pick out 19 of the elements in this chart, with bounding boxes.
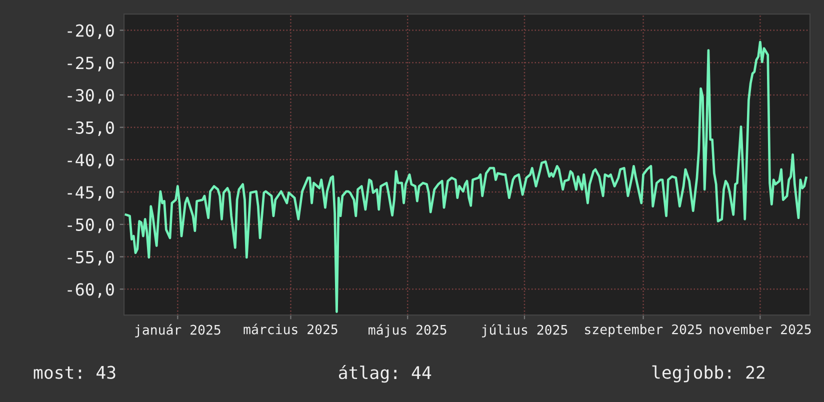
line-series (124, 40, 808, 313)
x-tick-label: január 2025 (135, 324, 220, 338)
y-tick-label: -20,0 (68, 24, 114, 39)
x-tick-label: május 2025 (368, 324, 446, 338)
x-tick-label: július 2025 (482, 324, 568, 338)
y-tick-label: -35,0 (68, 121, 114, 136)
text: legjobb: 22 (652, 365, 764, 382)
y-tick-label: -60,0 (68, 283, 114, 298)
x-tick-label: november 2025 (710, 324, 811, 334)
x-tick-label: szeptember 2025 (585, 324, 702, 337)
y-tick-label: -50,0 (68, 218, 114, 234)
text: most: 43 (34, 366, 116, 379)
text: átlag: 44 (338, 365, 432, 383)
y-tick-label: -55,0 (68, 250, 114, 266)
y-tick-label: -40,0 (68, 154, 114, 168)
x-tick-label: március 2025 (244, 324, 338, 334)
y-tick-label: -30,0 (68, 88, 114, 104)
y-tick-label: -45,0 (68, 186, 114, 201)
y-tick-label: -25,0 (68, 56, 114, 72)
